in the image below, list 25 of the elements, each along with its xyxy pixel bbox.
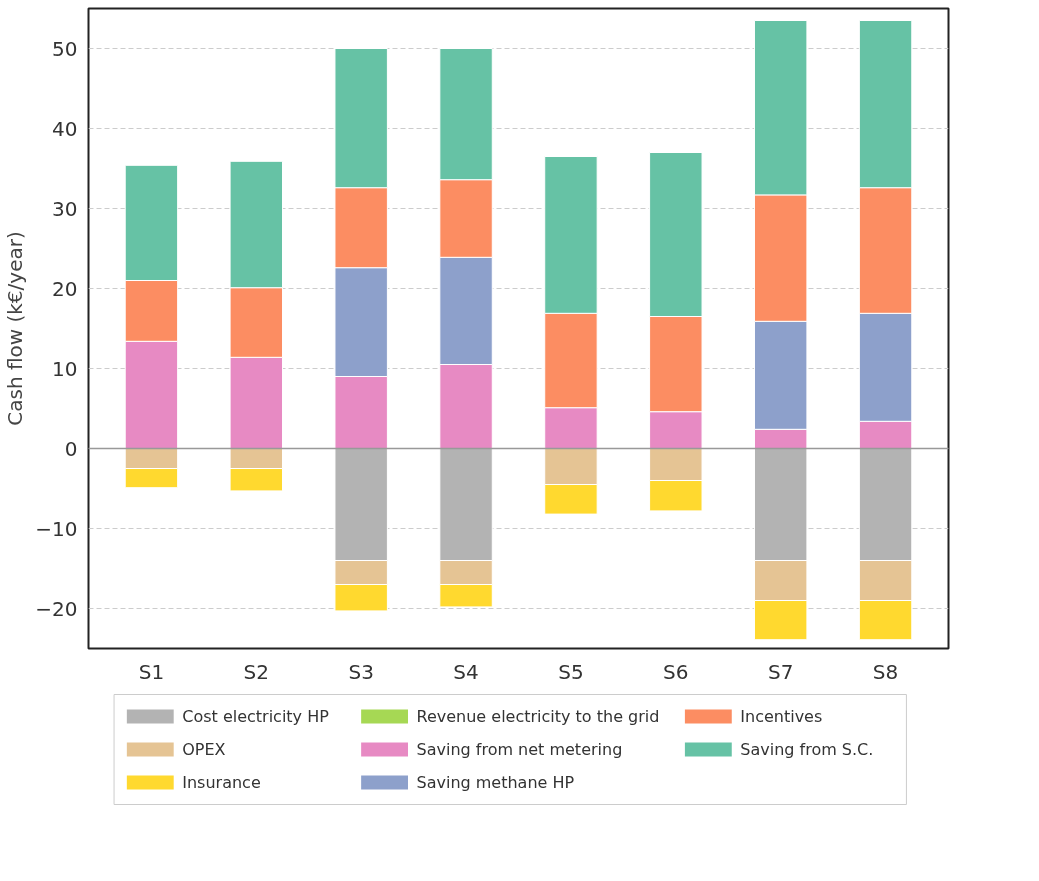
- x-tick-label: S1: [138, 659, 165, 684]
- legend-label: Revenue electricity to the grid: [416, 707, 660, 726]
- legend-label: Cost electricity HP: [182, 707, 330, 726]
- legend-label: Saving from S.C.: [740, 740, 874, 759]
- y-tick-label: 0: [64, 436, 78, 461]
- x-tick-label: S8: [872, 659, 899, 684]
- y-tick-label: 50: [52, 36, 78, 61]
- legend-label: Incentives: [740, 707, 823, 726]
- y-tick-label: −20: [35, 596, 78, 621]
- y-tick-label: −10: [35, 516, 78, 541]
- y-tick-label: 20: [52, 276, 78, 301]
- y-tick-label: 10: [52, 356, 78, 381]
- legend-label: Saving from net metering: [416, 740, 623, 759]
- y-axis-title: Cash flow (k€/year): [3, 231, 28, 426]
- x-tick-label: S4: [453, 659, 479, 684]
- legend-label: Insurance: [182, 773, 261, 792]
- x-tick-label: S5: [558, 659, 584, 684]
- legend-label: OPEX: [182, 740, 226, 759]
- x-tick-label: S6: [663, 659, 689, 684]
- y-tick-label: 40: [52, 116, 78, 141]
- y-tick-label: 30: [52, 196, 78, 221]
- x-tick-label: S7: [767, 659, 794, 684]
- legend-label: Saving methane HP: [416, 773, 575, 792]
- x-tick-label: S2: [243, 659, 270, 684]
- x-tick-label: S3: [348, 659, 374, 684]
